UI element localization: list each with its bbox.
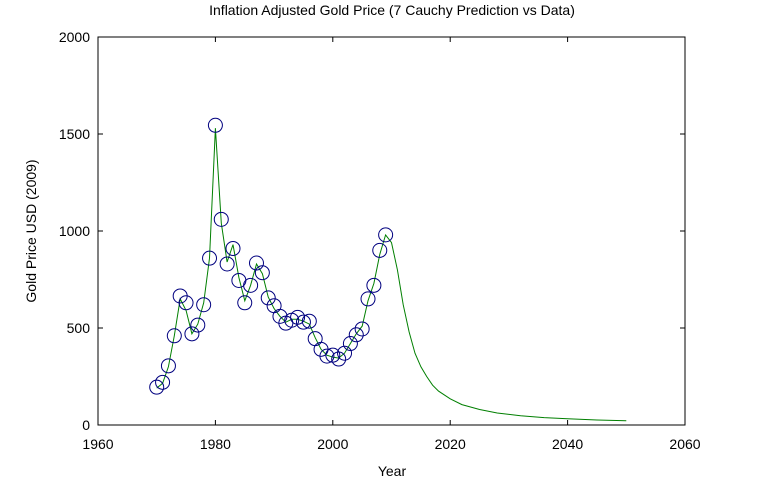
data-point (243, 277, 259, 293)
y-tick-label: 1000 (59, 223, 90, 239)
data-point (184, 326, 200, 342)
y-tick-label: 500 (67, 320, 91, 336)
data-point (190, 317, 206, 333)
prediction-series (156, 128, 627, 422)
y-tick-label: 0 (82, 417, 90, 433)
data-point (366, 277, 382, 293)
data-point (178, 295, 194, 311)
data-point (342, 336, 358, 352)
data-point (160, 358, 176, 374)
data-point (149, 379, 165, 395)
data-point (319, 348, 335, 364)
data-point (360, 291, 376, 307)
data-point (237, 295, 253, 311)
data-point (196, 297, 212, 313)
data-series (149, 117, 394, 395)
y-axis: 0 500 1000 1500 2000 (59, 29, 685, 433)
prediction-line (156, 128, 627, 422)
data-point (348, 327, 364, 343)
y-tick-label: 1500 (59, 126, 90, 142)
x-axis: 1960 1980 2000 2020 2040 2060 (82, 37, 701, 452)
x-tick-label: 2040 (552, 436, 583, 452)
data-point (295, 314, 311, 330)
data-point (301, 313, 317, 329)
data-point (331, 351, 347, 367)
x-tick-label: 1960 (82, 436, 113, 452)
data-point (337, 345, 353, 361)
x-tick-label: 2000 (317, 436, 348, 452)
x-axis-label: Year (378, 463, 407, 477)
data-point (213, 211, 229, 227)
data-point (378, 227, 394, 243)
data-point (225, 240, 241, 256)
data-point (260, 290, 276, 306)
data-point (254, 265, 270, 281)
data-point (372, 242, 388, 258)
data-point (354, 321, 370, 337)
y-tick-label: 2000 (59, 29, 90, 45)
data-point (207, 117, 223, 133)
data-point (166, 328, 182, 344)
data-point (219, 256, 235, 272)
data-point (155, 374, 171, 390)
x-tick-label: 1980 (200, 436, 231, 452)
data-point (202, 250, 218, 266)
y-axis-label: Gold Price USD (2009) (23, 159, 39, 302)
chart-title: Inflation Adjusted Gold Price (7 Cauchy … (209, 2, 575, 18)
data-point (290, 309, 306, 325)
x-tick-label: 2020 (435, 436, 466, 452)
x-tick-label: 2060 (669, 436, 700, 452)
data-point (248, 255, 264, 271)
